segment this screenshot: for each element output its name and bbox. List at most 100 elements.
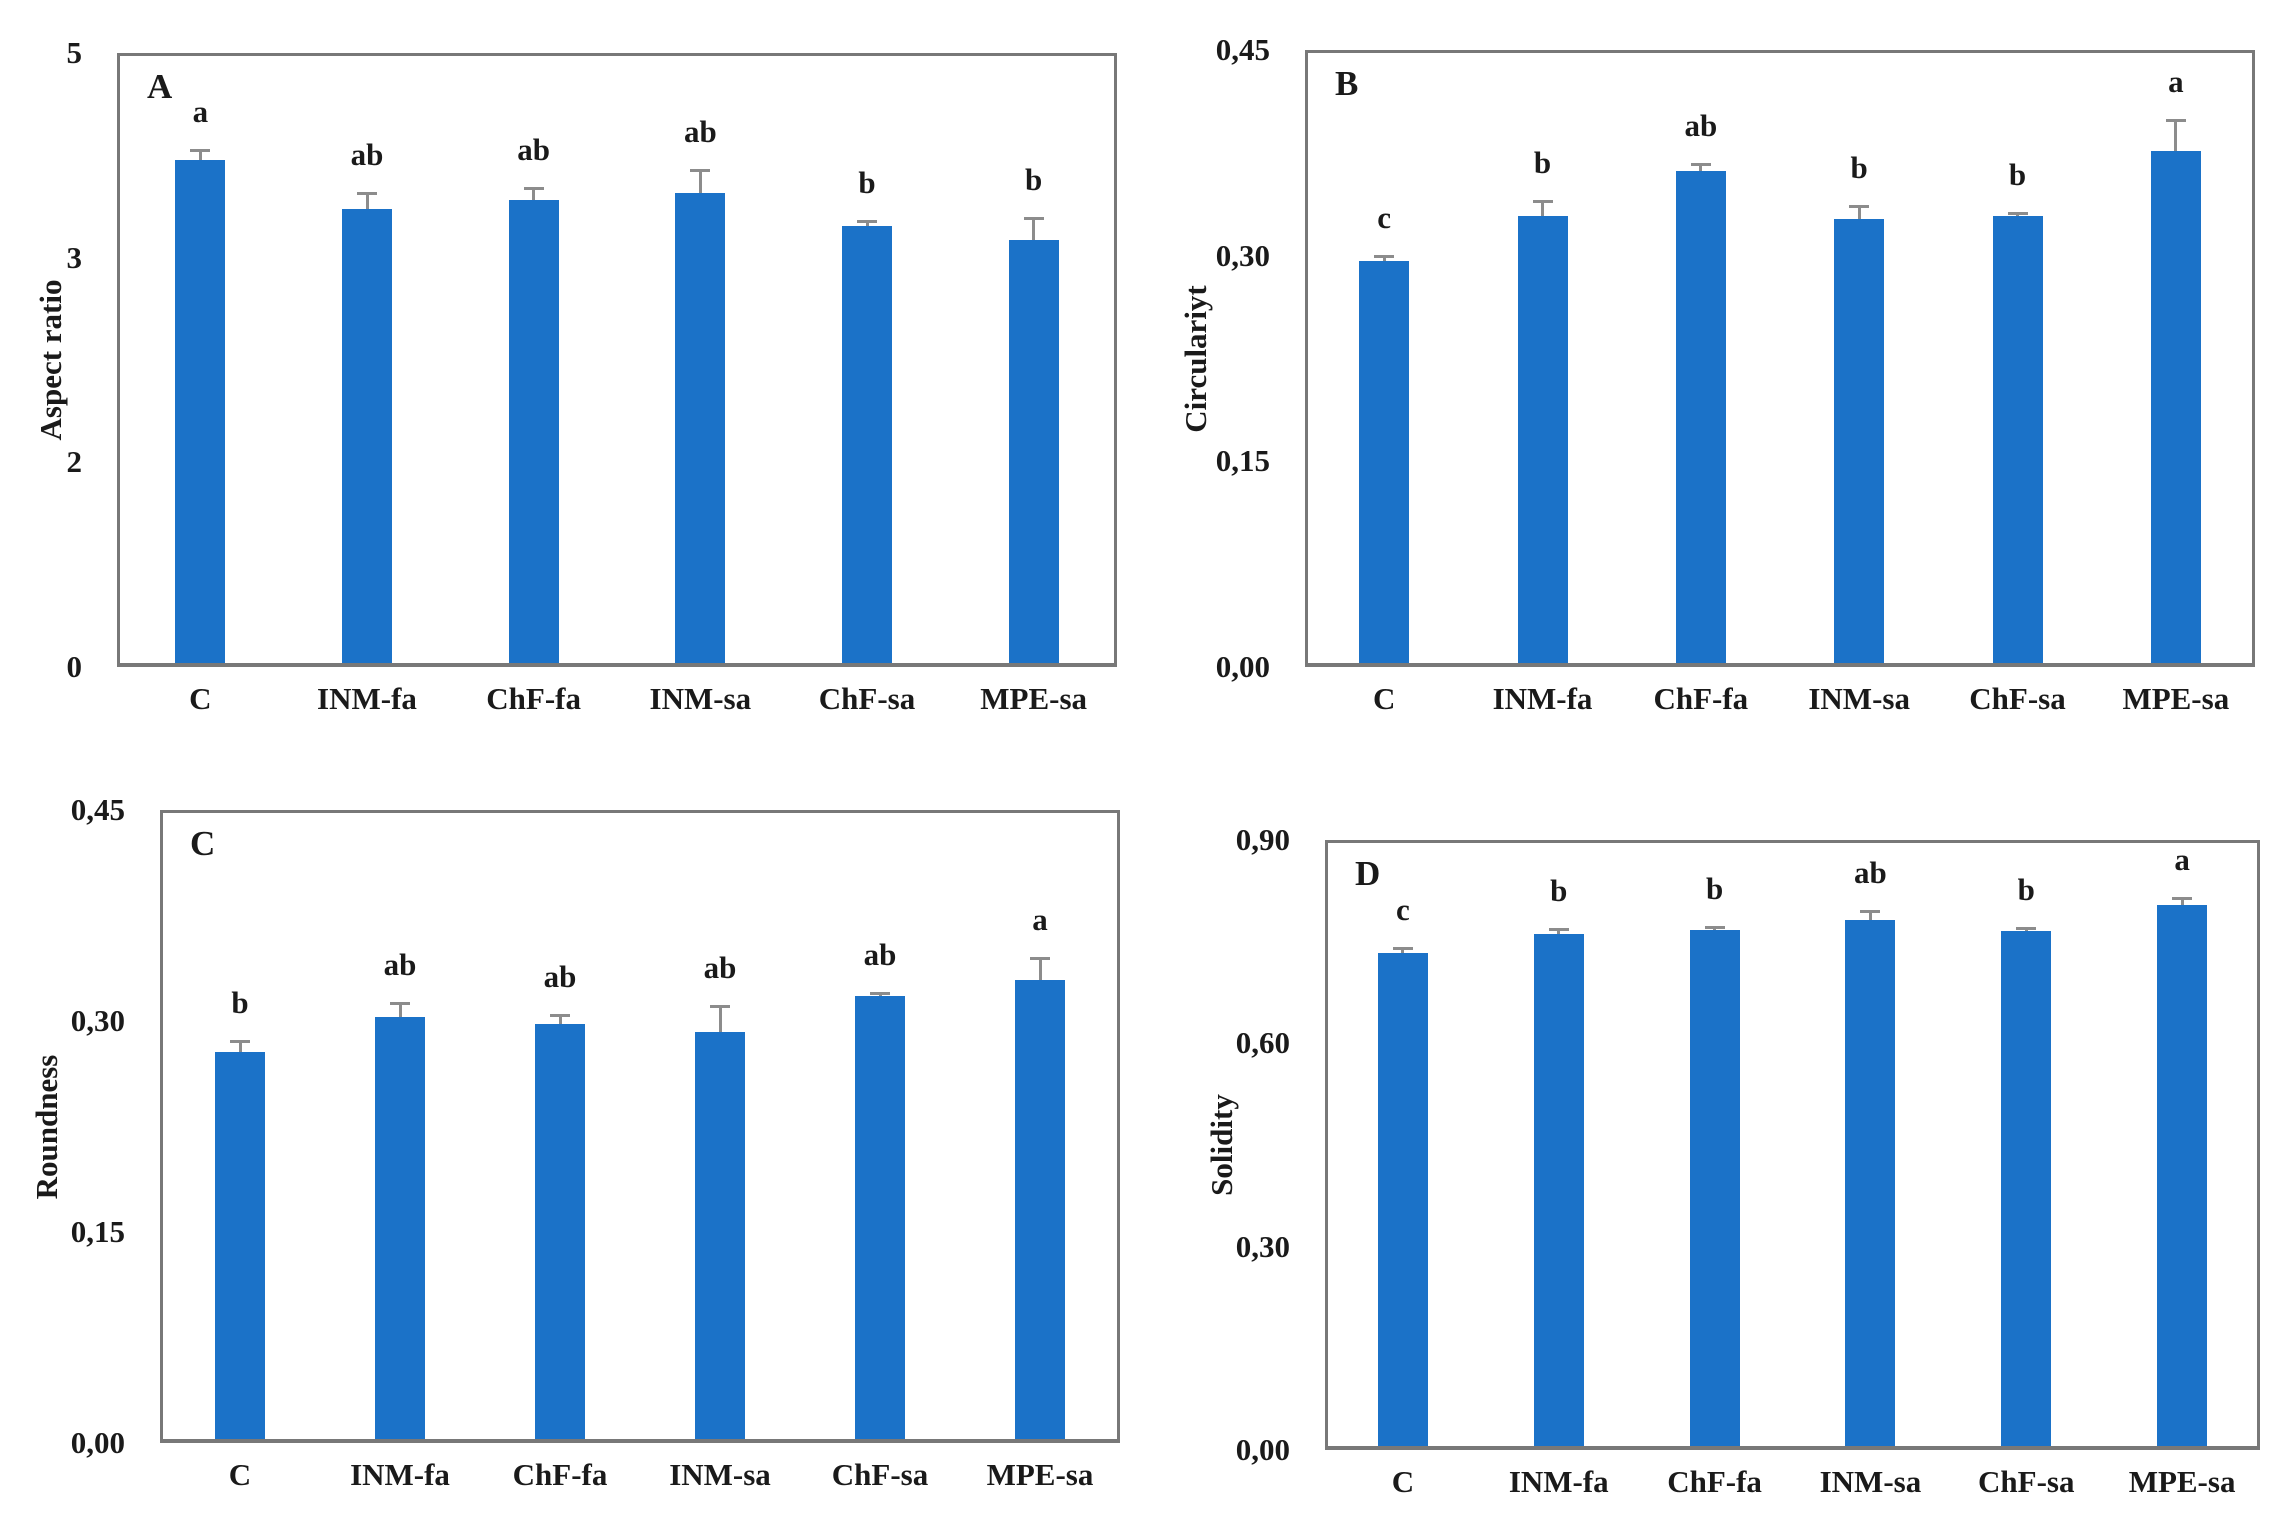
panel-letter: D xyxy=(1355,854,1381,893)
error-bar-line xyxy=(198,150,202,161)
x-category-label: INM-sa xyxy=(1819,1464,1922,1499)
error-bar-cap xyxy=(1704,926,1725,930)
significance-letter: b xyxy=(1025,161,1043,197)
significance-letter: c xyxy=(1396,892,1410,928)
x-category-label: INM-fa xyxy=(317,681,417,716)
error-bar-line xyxy=(2180,898,2184,906)
error-bar-line xyxy=(532,188,536,201)
error-bar-line xyxy=(1868,911,1872,920)
error-bar-line xyxy=(718,1005,722,1033)
error-bar-cap xyxy=(190,149,211,153)
bar xyxy=(695,1032,745,1443)
error-bar-cap xyxy=(1548,928,1569,932)
error-bar-line xyxy=(1699,163,1703,171)
y-tick-label: 0,00 xyxy=(70,1425,125,1460)
error-bar-line xyxy=(1557,929,1561,935)
y-tick-label: 0,45 xyxy=(1215,32,1270,67)
x-category-label: ChF-fa xyxy=(512,1457,608,1492)
bar xyxy=(675,193,726,667)
bar xyxy=(1675,170,1726,667)
y-tick-label: 2 xyxy=(66,444,83,480)
significance-letter: b xyxy=(1705,871,1724,907)
y-tick-label: 0,00 xyxy=(1215,649,1270,684)
x-category-label: C xyxy=(228,1457,252,1492)
bar xyxy=(2157,905,2208,1450)
significance-letter: ab xyxy=(683,113,717,149)
error-bar-line xyxy=(1032,217,1036,241)
error-bar-cap xyxy=(523,187,544,191)
x-category-label: ChF-sa xyxy=(1969,681,2066,716)
error-bar-line xyxy=(865,220,869,226)
x-category-label: MPE-sa xyxy=(2128,1464,2236,1499)
error-bar-line xyxy=(1541,200,1544,216)
y-axis-title: Solidity xyxy=(1204,1094,1239,1196)
x-category-label: ChF-fa xyxy=(1667,1464,1762,1499)
error-bar-cap xyxy=(1690,162,1711,166)
x-category-label: ChF-sa xyxy=(818,681,916,716)
plot-area xyxy=(160,810,1120,1443)
bar xyxy=(1533,934,1584,1450)
bar xyxy=(1008,240,1059,667)
significance-letter: b xyxy=(858,164,876,200)
bar xyxy=(1834,218,1885,667)
significance-letter: ab xyxy=(703,949,737,985)
bar xyxy=(215,1051,265,1443)
y-axis-title: Aspect ratio xyxy=(33,279,68,441)
error-bar-cap xyxy=(1030,956,1050,960)
error-bar-line xyxy=(365,193,369,209)
bar xyxy=(1517,215,1568,667)
bar xyxy=(855,995,905,1443)
y-tick-label: 0,30 xyxy=(70,1003,125,1038)
y-tick-label: 5 xyxy=(66,35,83,70)
x-category-label: C xyxy=(189,681,212,716)
y-tick-label: 0,15 xyxy=(1215,443,1270,479)
y-tick-label: 3 xyxy=(66,239,83,275)
bar xyxy=(1377,952,1428,1450)
y-tick-label: 0,30 xyxy=(1235,1228,1290,1264)
error-bar-line xyxy=(1401,948,1405,953)
bar xyxy=(842,225,892,667)
bar xyxy=(342,208,392,667)
error-bar-cap xyxy=(690,168,711,172)
panel-letter: A xyxy=(147,67,173,106)
error-bar-cap xyxy=(230,1039,250,1043)
plot-area xyxy=(1325,840,2260,1450)
x-category-label: MPE-sa xyxy=(980,681,1088,716)
error-bar-cap xyxy=(2016,927,2037,931)
error-bar-cap xyxy=(550,1014,570,1018)
significance-letter: a xyxy=(2174,842,2190,878)
significance-letter: b xyxy=(1533,144,1552,180)
x-category-label: INM-sa xyxy=(1808,681,1910,716)
error-bar-cap xyxy=(1374,254,1395,258)
error-bar-cap xyxy=(870,991,890,995)
error-bar-cap xyxy=(2007,212,2028,216)
error-bar-cap xyxy=(2165,118,2186,122)
plot-area xyxy=(117,53,1117,667)
significance-letter: ab xyxy=(863,936,897,972)
significance-letter: a xyxy=(2168,63,2184,99)
x-category-label: ChF-sa xyxy=(831,1457,929,1492)
x-category-label: ChF-fa xyxy=(1653,681,1749,716)
error-bar-line xyxy=(1382,255,1386,262)
x-category-label: INM-sa xyxy=(669,1457,771,1492)
significance-letter: b xyxy=(2008,157,2027,193)
bar xyxy=(1015,980,1065,1443)
significance-letter: b xyxy=(1550,873,1568,909)
y-tick-label: 0,00 xyxy=(1235,1432,1290,1467)
error-bar-line xyxy=(2174,119,2178,152)
error-bar-line xyxy=(558,1015,562,1024)
significance-letter: ab xyxy=(517,132,551,168)
x-category-label: C xyxy=(1372,681,1396,716)
error-bar-line xyxy=(238,1040,242,1052)
y-tick-label: 0,30 xyxy=(1215,237,1270,273)
panel-letter: B xyxy=(1335,64,1359,103)
x-category-label: C xyxy=(1391,1464,1415,1499)
significance-letter: a xyxy=(1032,901,1048,937)
significance-letter: c xyxy=(1377,199,1392,235)
error-bar-cap xyxy=(357,192,377,196)
error-bar-cap xyxy=(1023,216,1044,220)
error-bar-cap xyxy=(1392,947,1413,951)
error-bar-cap xyxy=(857,219,877,223)
significance-letter: a xyxy=(192,94,209,130)
